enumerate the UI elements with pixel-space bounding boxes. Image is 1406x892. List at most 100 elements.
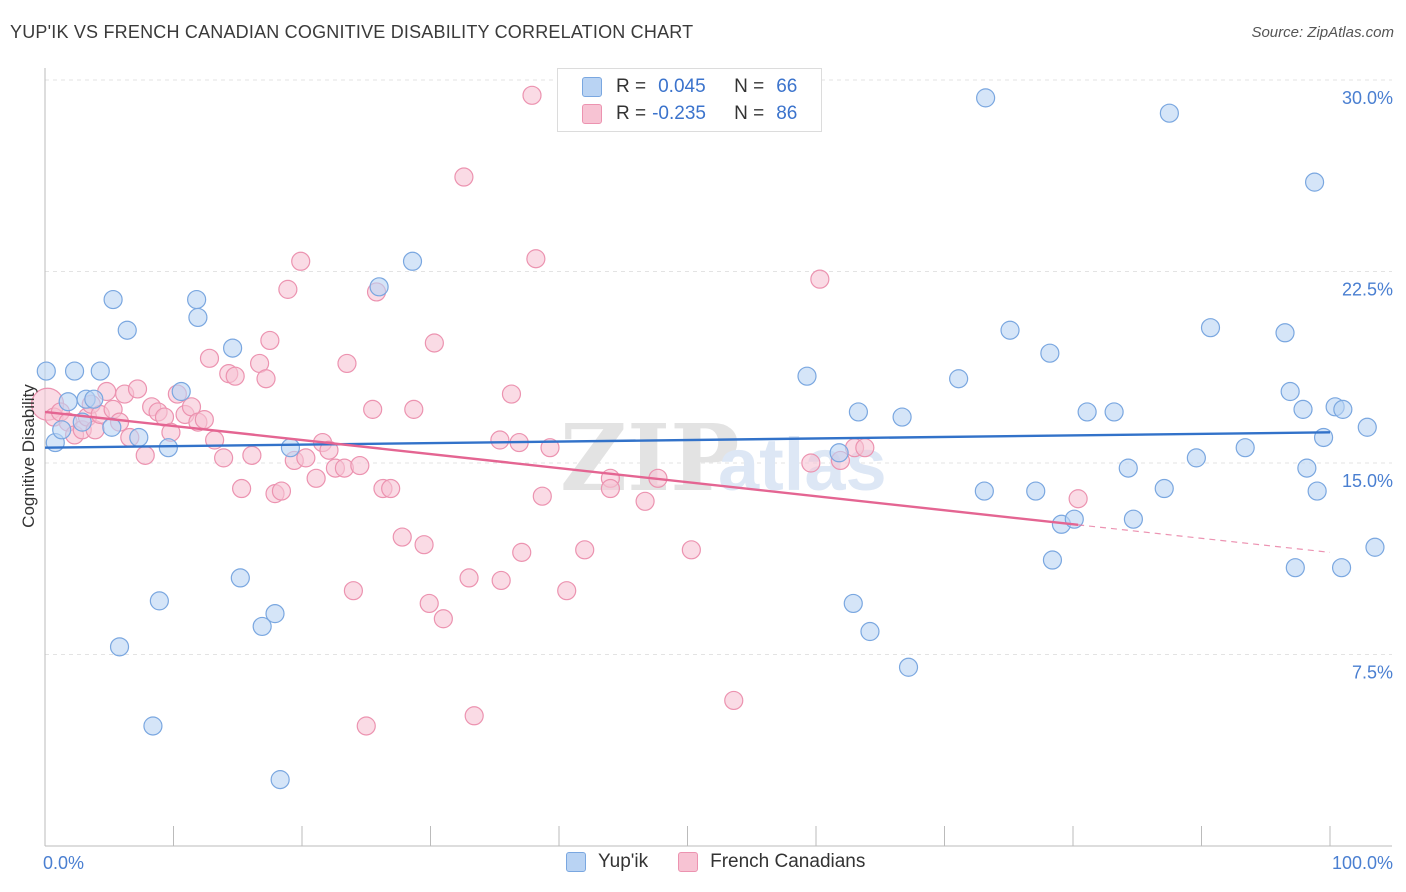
yupik-point — [1297, 458, 1317, 478]
legend-r-label: R = — [616, 76, 647, 97]
french-canadian-point — [522, 85, 542, 105]
legend-n-label: N = — [734, 103, 765, 124]
french-canadian-point — [278, 279, 298, 299]
yupik-point — [1200, 318, 1221, 338]
yupik-point — [1293, 399, 1313, 419]
yupik-point — [52, 420, 72, 440]
yupik-point — [860, 621, 880, 642]
yupik-point — [84, 389, 104, 409]
legend-n-value: 86 — [776, 103, 798, 124]
french-canadian-point — [356, 716, 376, 736]
french-canadian-trend-extension — [1078, 524, 1331, 553]
french-canadian-point — [491, 570, 511, 591]
french-canadian-point — [810, 269, 830, 289]
french-canadian-point — [306, 468, 326, 488]
series-legend: Yup'ik French Canadians — [566, 851, 895, 873]
french-canadian-point — [575, 540, 595, 560]
yupik-point — [402, 251, 423, 271]
french-canadian-point — [681, 540, 701, 560]
yupik-point — [1275, 323, 1295, 343]
french-canadian-point — [271, 481, 292, 501]
yupik-point — [58, 392, 78, 412]
legend-r-label: R = — [616, 103, 647, 124]
french-canadian-point — [256, 369, 276, 389]
french-canadian-point — [404, 399, 424, 419]
french-canadian-point — [296, 448, 316, 468]
yupik-point — [843, 593, 863, 614]
french-canadian-point — [260, 330, 280, 351]
yupik-point — [369, 277, 389, 297]
yupik-point — [158, 438, 178, 458]
french-canadian-point — [1068, 489, 1088, 509]
yupik-point — [1040, 343, 1060, 363]
legend-swatch-pink — [678, 852, 699, 872]
yupik-point — [36, 361, 56, 381]
french-canadian-point — [242, 445, 262, 465]
french-canadian-point — [540, 438, 560, 458]
yupik-point — [1077, 402, 1097, 422]
french-canadian-point — [459, 568, 479, 588]
yupik-point — [252, 616, 272, 637]
legend-item-french-canadians[interactable]: French Canadians — [678, 851, 865, 873]
french-canadian-point — [381, 478, 401, 499]
french-canadian-point — [512, 542, 532, 562]
yupik-trend-line — [44, 431, 1331, 449]
yupik-point — [1365, 537, 1385, 557]
yupik-point — [797, 366, 817, 386]
legend-row-yupik: R = 0.045 N = 66 — [582, 75, 797, 99]
yupik-point — [1307, 481, 1327, 501]
french-canadian-point — [392, 527, 412, 547]
yupik-point — [1154, 478, 1174, 499]
french-canadian-point — [337, 353, 357, 374]
french-canadian-point — [454, 167, 474, 187]
yupik-point — [1235, 438, 1255, 458]
french-canadian-trend-line — [44, 410, 1079, 527]
yupik-point — [892, 407, 912, 427]
yupik-point — [1118, 458, 1138, 478]
legend-swatch-pink — [582, 104, 602, 124]
yupik-point — [143, 716, 163, 736]
yupik-point — [1042, 550, 1063, 570]
legend-swatch-blue — [566, 852, 586, 872]
yupik-point — [898, 657, 919, 677]
french-canadian-point — [464, 706, 484, 726]
yupik-point — [223, 338, 243, 358]
legend-swatch-blue — [582, 77, 602, 97]
yupik-point — [1000, 320, 1020, 340]
yupik-point — [90, 361, 110, 381]
legend-item-yupik[interactable]: Yup'ik — [566, 851, 648, 873]
trend-lines — [44, 410, 1331, 553]
legend-r-value: 0.045 — [658, 76, 706, 97]
legend-label-french-canadians: French Canadians — [710, 851, 866, 872]
grid-lines — [45, 79, 1392, 655]
yupik-point — [829, 443, 849, 463]
french-canadian-point — [343, 581, 363, 601]
yupik-point — [1159, 103, 1179, 123]
yupik-point — [1123, 509, 1143, 529]
series-yupik — [36, 88, 1385, 790]
french-canadian-point — [232, 478, 252, 499]
french-canadian-point — [225, 366, 245, 386]
yupik-point — [848, 402, 869, 422]
yupik-point — [1333, 399, 1353, 419]
yupik-point — [949, 369, 969, 389]
yupik-point — [280, 438, 301, 458]
french-canadian-point — [490, 430, 510, 450]
french-canadian-point — [801, 453, 821, 473]
yupik-point — [1331, 558, 1352, 578]
legend-n-label: N = — [734, 76, 765, 97]
french-canadian-point — [214, 448, 234, 468]
x-tick-label: 100.0% — [1332, 853, 1393, 873]
chart-title: YUP'IK VS FRENCH CANADIAN COGNITIVE DISA… — [10, 22, 694, 42]
y-axis-label: Cognitive Disability — [19, 384, 38, 528]
yupik-point — [103, 289, 123, 310]
french-canadian-point — [532, 486, 552, 506]
french-canadian-point — [414, 535, 434, 555]
yupik-point — [1104, 402, 1124, 422]
french-canadian-point — [724, 690, 744, 711]
french-canadian-point — [635, 491, 655, 511]
legend-r-value: -0.235 — [652, 103, 706, 124]
french-canadian-point — [363, 399, 383, 419]
tick-labels: 7.5% 15.0% 22.5% 30.0% 0.0% 100.0% — [43, 88, 1393, 873]
